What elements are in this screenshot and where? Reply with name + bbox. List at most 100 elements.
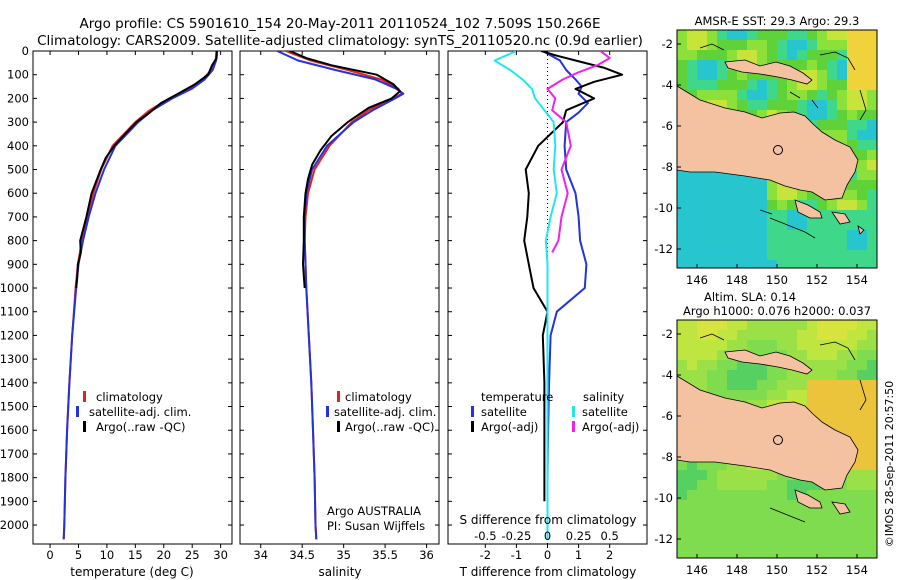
map-cell [857, 550, 867, 558]
map-cell [757, 30, 767, 40]
map-cell [697, 170, 707, 180]
map-cell [817, 390, 827, 400]
map-cell [687, 520, 697, 530]
map-cell [797, 320, 807, 330]
map-cell [827, 490, 837, 500]
islands-group-2 [794, 489, 851, 515]
map-cell [807, 550, 817, 558]
map-cell [687, 350, 697, 360]
map-cell [837, 120, 847, 130]
map-cell [777, 390, 787, 400]
map-cell [737, 250, 747, 260]
map-cell [867, 320, 877, 330]
map-cell [707, 340, 717, 350]
map-cell [787, 490, 797, 500]
temperature-xtick-label: 30 [213, 548, 228, 562]
map-cell [717, 520, 727, 530]
map-cell [867, 410, 877, 420]
map-cell [847, 220, 857, 230]
diff-sal-argo-line [546, 51, 611, 253]
map-cell [837, 240, 847, 250]
map-cell [707, 170, 717, 180]
sst-map-title: AMSR-E SST: 29.3 Argo: 29.3 [695, 14, 860, 28]
map-cell [867, 380, 877, 390]
map-cell [717, 530, 727, 540]
map-cell [727, 190, 737, 200]
map-cell [767, 330, 777, 340]
map-cell [697, 70, 707, 80]
map-xtick-label: 148 [726, 563, 748, 577]
temperature-satellite-line [62, 51, 219, 540]
depth-tick-label: 400 [7, 139, 29, 153]
map-cell [807, 330, 817, 340]
map-ytick-label: -2 [662, 37, 673, 51]
map-cell [737, 510, 747, 520]
depth-tick-label: 800 [7, 234, 29, 248]
float-label: Argo AUSTRALIA [327, 504, 421, 518]
map-cell [847, 410, 857, 420]
map-cell [677, 230, 687, 240]
map-cell [727, 490, 737, 500]
map-cell [857, 420, 867, 430]
map-cell [867, 150, 877, 160]
map-cell [837, 250, 847, 260]
map-cell [797, 500, 807, 510]
map-cell [857, 490, 867, 500]
map-cell [717, 360, 727, 370]
map-cell [727, 200, 737, 210]
map-cell [847, 360, 857, 370]
map-cell [707, 370, 717, 380]
map-cell [747, 540, 757, 550]
map-cell [677, 240, 687, 250]
map-cell [697, 500, 707, 510]
map-cell [837, 70, 847, 80]
map-cell [797, 30, 807, 40]
header-line-1: Argo profile: CS 5901610_154 20-May-2011… [80, 16, 601, 32]
map-cell [767, 80, 777, 90]
map-cell [847, 380, 857, 390]
map-cell [807, 100, 817, 110]
temperature-legend-clim: climatology [96, 390, 163, 404]
map-xtick-label: 150 [766, 273, 788, 287]
sst-map: AMSR-E SST: 29.3 Argo: 29.3 146 148 150 152… [654, 14, 878, 287]
map-cell [867, 160, 877, 170]
map-cell [827, 340, 837, 350]
map-cell [717, 510, 727, 520]
map-cell [837, 200, 847, 210]
map-cell [707, 380, 717, 390]
salinity-argo-line [289, 51, 401, 289]
map-cell [867, 510, 877, 520]
map-cell [697, 60, 707, 70]
new-britain-land [724, 59, 813, 85]
map-cell [777, 250, 787, 260]
map-cell [827, 50, 837, 60]
map-cell [787, 90, 797, 100]
map-cell [697, 380, 707, 390]
map-cell [857, 110, 867, 120]
map-cell [857, 340, 867, 350]
difference-s-tick-label: 0 [544, 529, 551, 543]
map-cell [777, 90, 787, 100]
map-cell [757, 260, 767, 268]
map-cell [747, 370, 757, 380]
map-cell [807, 380, 817, 390]
map-cell [717, 90, 727, 100]
map-cell [797, 540, 807, 550]
map-cell [687, 50, 697, 60]
map-cell [727, 100, 737, 110]
map-cell [827, 350, 837, 360]
map-cell [867, 340, 877, 350]
map-cell [697, 520, 707, 530]
map-cell [687, 470, 697, 480]
map-cell [697, 200, 707, 210]
temperature-panel: 0100200300400500600700800900100011001200… [0, 44, 233, 579]
map-cell [807, 190, 817, 200]
map-cell [797, 80, 807, 90]
temperature-legend-sat: satellite-adj. clim. [89, 405, 191, 419]
map-cell [857, 330, 867, 340]
map-cell [857, 350, 867, 360]
map-cell [697, 250, 707, 260]
map-cell [707, 550, 717, 558]
map-cell [687, 330, 697, 340]
map-cell [867, 360, 877, 370]
